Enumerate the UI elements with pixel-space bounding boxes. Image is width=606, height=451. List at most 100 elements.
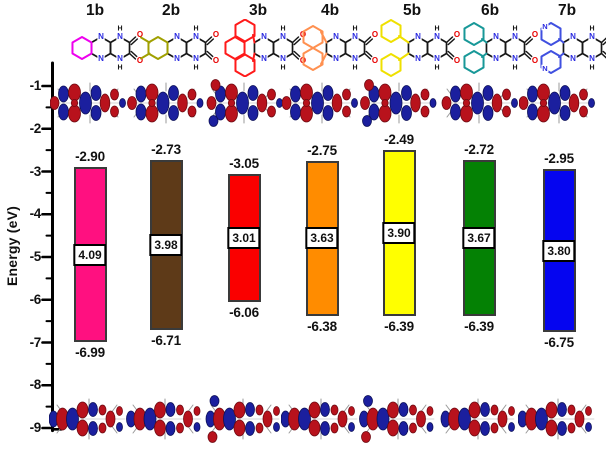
lumo-energy-6b: -2.72 — [464, 141, 494, 157]
column-label-2b: 2b — [161, 2, 181, 19]
carbonyl-o-atom: O — [532, 30, 538, 39]
y-tick-label--1: -1 — [29, 78, 42, 93]
column-label-3b: 3b — [248, 2, 268, 19]
pyrazine-n-atom: N — [98, 32, 104, 41]
column-label-1b: 1b — [85, 2, 105, 19]
homo-orbital-2b — [126, 398, 202, 440]
carbonyl-o-atom: O — [532, 56, 538, 65]
column-label-6b: 6b — [480, 2, 500, 19]
amide-h-atom: H — [512, 64, 517, 71]
pyrazine-n-atom: N — [333, 54, 339, 63]
lumo-orbital-2b — [127, 82, 204, 124]
carbonyl-o-atom: O — [454, 56, 460, 65]
lumo-energy-4b: -2.75 — [307, 142, 337, 158]
pyrazine-n-atom: N — [415, 54, 421, 63]
amide-n-atom: N — [117, 32, 123, 41]
amide-h-atom: H — [434, 64, 439, 71]
amide-n-atom: N — [280, 54, 286, 63]
y-tick-label--4: -4 — [29, 206, 42, 222]
pyrazine-n-atom: N — [570, 32, 576, 41]
homo-orbital-1b — [49, 398, 126, 440]
gap-value-2b: 3.98 — [149, 234, 183, 257]
amide-h-atom: H — [280, 64, 285, 71]
lumo-orbital-1b — [50, 82, 127, 124]
carbonyl-o-atom: O — [372, 56, 378, 65]
amide-h-atom: H — [352, 25, 357, 32]
amide-n-atom: N — [193, 32, 199, 41]
pyrazine-n-atom: N — [415, 32, 421, 41]
column-label-4b: 4b — [320, 2, 340, 19]
y-tick-label--3: -3 — [29, 163, 42, 179]
amide-n-atom: N — [117, 54, 123, 63]
gap-value-4b: 3.63 — [305, 227, 339, 250]
y-tick-label--6: -6 — [29, 291, 42, 307]
y-tick-label--9: -9 — [29, 420, 42, 435]
lumo-orbital-4b — [282, 82, 359, 124]
pyrazine-n-atom: N — [261, 54, 267, 63]
carbonyl-o-atom: O — [137, 56, 143, 65]
lumo-energy-3b: -3.05 — [229, 155, 259, 171]
carbonyl-o-atom: O — [454, 30, 460, 39]
amide-n-atom: N — [589, 32, 595, 41]
energy-bar-5b: 3.90 — [382, 149, 416, 317]
gap-value-1b: 4.09 — [73, 243, 107, 266]
amide-n-atom: N — [352, 54, 358, 63]
y-axis-label: Energy (eV) — [4, 206, 20, 286]
amide-h-atom: H — [117, 64, 122, 71]
homo-energy-1b: -6.99 — [75, 345, 105, 361]
gap-value-7b: 3.80 — [542, 239, 576, 262]
y-tick-label--2: -2 — [29, 120, 42, 136]
homo-orbital-3b — [205, 395, 280, 443]
pyrazine-n-atom: N — [174, 32, 180, 41]
lumo-energy-7b: -2.95 — [544, 151, 574, 167]
structure-7b: NNNNHHOONN — [540, 21, 606, 74]
column-label-5b: 5b — [402, 2, 422, 19]
homo-orbital-6b — [440, 398, 515, 440]
pyrazine-n-atom: N — [570, 54, 576, 63]
amide-h-atom: H — [193, 25, 198, 32]
amide-n-atom: N — [512, 32, 518, 41]
homo-energy-2b: -6.71 — [151, 333, 181, 349]
gap-value-3b: 3.01 — [227, 226, 261, 249]
carbonyl-o-atom: O — [213, 30, 219, 39]
homo-energy-4b: -6.38 — [307, 318, 337, 334]
amide-h-atom: H — [589, 64, 594, 71]
amide-h-atom: H — [352, 64, 357, 71]
amide-n-atom: N — [193, 54, 199, 63]
lumo-energy-2b: -2.73 — [151, 141, 181, 157]
homo-energy-5b: -6.39 — [384, 319, 414, 335]
carbonyl-o-atom: O — [372, 30, 378, 39]
energy-bar-4b: 3.63 — [305, 160, 339, 316]
lumo-energy-5b: -2.49 — [384, 131, 414, 147]
amide-h-atom: H — [193, 64, 198, 71]
energy-bar-1b: 4.09 — [73, 167, 107, 343]
energy-bar-3b: 3.01 — [227, 173, 261, 303]
homo-energy-6b: -6.39 — [464, 319, 494, 335]
lumo-orbital-3b — [206, 79, 283, 127]
amide-h-atom: H — [117, 25, 122, 32]
amide-n-atom: N — [434, 32, 440, 41]
energy-bar-7b: 3.80 — [542, 169, 576, 332]
pyrazine-n-atom: N — [333, 32, 339, 41]
amide-h-atom: H — [434, 25, 439, 32]
y-tick-label--5: -5 — [29, 249, 42, 264]
energy-bar-2b: 3.98 — [149, 159, 183, 331]
amide-n-atom: N — [434, 54, 440, 63]
homo-orbital-5b — [359, 395, 435, 443]
lumo-energy-1b: -2.90 — [75, 149, 105, 165]
pyrazine-n-atom: N — [174, 54, 180, 63]
pyrazine-n-atom: N — [493, 32, 499, 41]
amide-n-atom: N — [352, 32, 358, 41]
lumo-orbital-5b — [360, 79, 437, 127]
column-label-7b: 7b — [557, 2, 577, 19]
homo-energy-7b: -6.75 — [544, 334, 574, 350]
amide-h-atom: H — [280, 25, 285, 32]
homo-orbital-4b — [281, 398, 358, 440]
